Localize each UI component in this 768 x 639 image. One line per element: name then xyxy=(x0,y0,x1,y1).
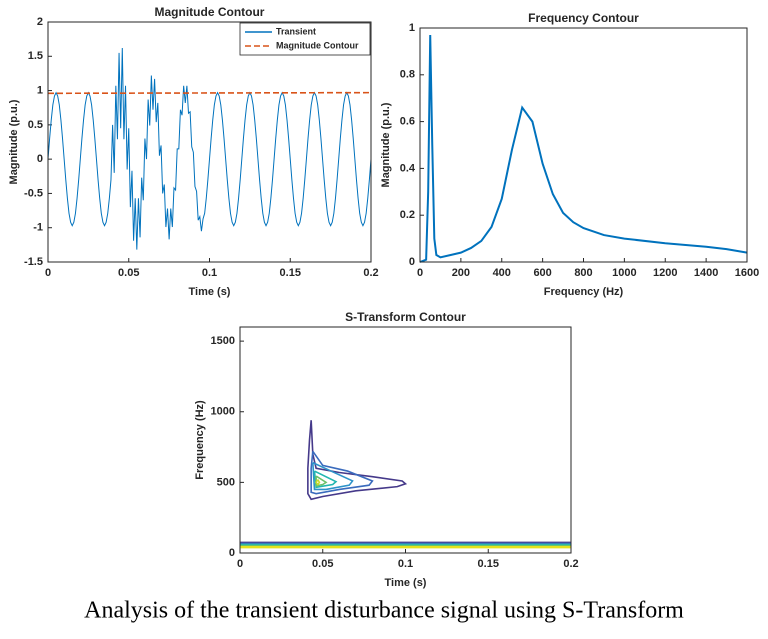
plot-area xyxy=(420,28,747,262)
y-tick-label: 1000 xyxy=(211,406,235,418)
x-tick-label: 0.2 xyxy=(563,558,578,570)
x-tick-label: 0.1 xyxy=(202,267,217,279)
contour-line xyxy=(312,461,354,491)
contour-line xyxy=(307,420,408,501)
y-tick-label: 1500 xyxy=(211,335,235,347)
y-tick-label: 1.5 xyxy=(28,50,43,62)
y-tick-label: -1.5 xyxy=(24,256,43,268)
y-tick-label: 0 xyxy=(229,547,235,559)
y-tick-label: -0.5 xyxy=(24,187,43,199)
y-tick-label: 0.6 xyxy=(400,116,415,128)
x-tick-label: 1000 xyxy=(612,267,636,279)
y-axis-label: Frequency (Hz) xyxy=(194,400,206,480)
chart-title: S-Transform Contour xyxy=(345,310,466,324)
x-tick-label: 0 xyxy=(45,267,51,279)
axes-box xyxy=(47,21,372,263)
plot-area xyxy=(240,327,571,553)
y-tick-label: 0.8 xyxy=(400,69,415,81)
y-tick-label: 0.2 xyxy=(400,209,415,221)
y-tick-label: -1 xyxy=(33,222,43,234)
y-tick-label: 500 xyxy=(217,476,235,488)
x-tick-label: 0 xyxy=(237,558,243,570)
x-axis-label: Frequency (Hz) xyxy=(544,286,624,298)
legend-label: Transient xyxy=(276,26,316,36)
x-tick-label: 1600 xyxy=(735,267,759,279)
x-tick-label: 0 xyxy=(417,267,423,279)
x-tick-label: 0.2 xyxy=(363,267,378,279)
x-tick-label: 800 xyxy=(574,267,592,279)
chart-title: Frequency Contour xyxy=(528,11,639,25)
x-tick-label: 0.05 xyxy=(312,558,333,570)
x-tick-label: 1200 xyxy=(653,267,677,279)
chart-title: Magnitude Contour xyxy=(155,5,265,19)
x-tick-label: 0.15 xyxy=(280,267,301,279)
y-tick-label: 0.5 xyxy=(28,119,43,131)
y-tick-label: 0.4 xyxy=(400,162,416,174)
y-tick-label: 0 xyxy=(37,153,43,165)
plot-area xyxy=(48,22,371,262)
data-line xyxy=(419,35,748,263)
x-tick-label: 400 xyxy=(493,267,511,279)
x-tick-label: 0.15 xyxy=(478,558,499,570)
y-tick-label: 0 xyxy=(409,256,415,268)
caption: Analysis of the transient disturbance si… xyxy=(84,598,684,624)
data-line xyxy=(47,48,372,250)
x-axis-label: Time (s) xyxy=(189,286,231,298)
legend-label: Magnitude Contour xyxy=(276,40,359,50)
x-tick-label: 1400 xyxy=(694,267,718,279)
contour-line xyxy=(315,479,321,486)
x-tick-label: 200 xyxy=(452,267,470,279)
contour-line xyxy=(310,450,374,495)
x-tick-label: 0.05 xyxy=(118,267,139,279)
legend-box xyxy=(239,22,371,56)
y-tick-label: 2 xyxy=(37,16,43,28)
y-tick-label: 1 xyxy=(37,84,43,96)
y-axis-label: Magnitude (p.u.) xyxy=(380,102,392,187)
x-tick-label: 0.1 xyxy=(398,558,413,570)
y-tick-label: 1 xyxy=(409,22,415,34)
axes-box xyxy=(239,326,572,554)
y-axis-label: Magnitude (p.u.) xyxy=(8,99,20,184)
x-axis-label: Time (s) xyxy=(385,577,427,589)
x-tick-label: 600 xyxy=(533,267,551,279)
axes-box xyxy=(419,27,748,263)
